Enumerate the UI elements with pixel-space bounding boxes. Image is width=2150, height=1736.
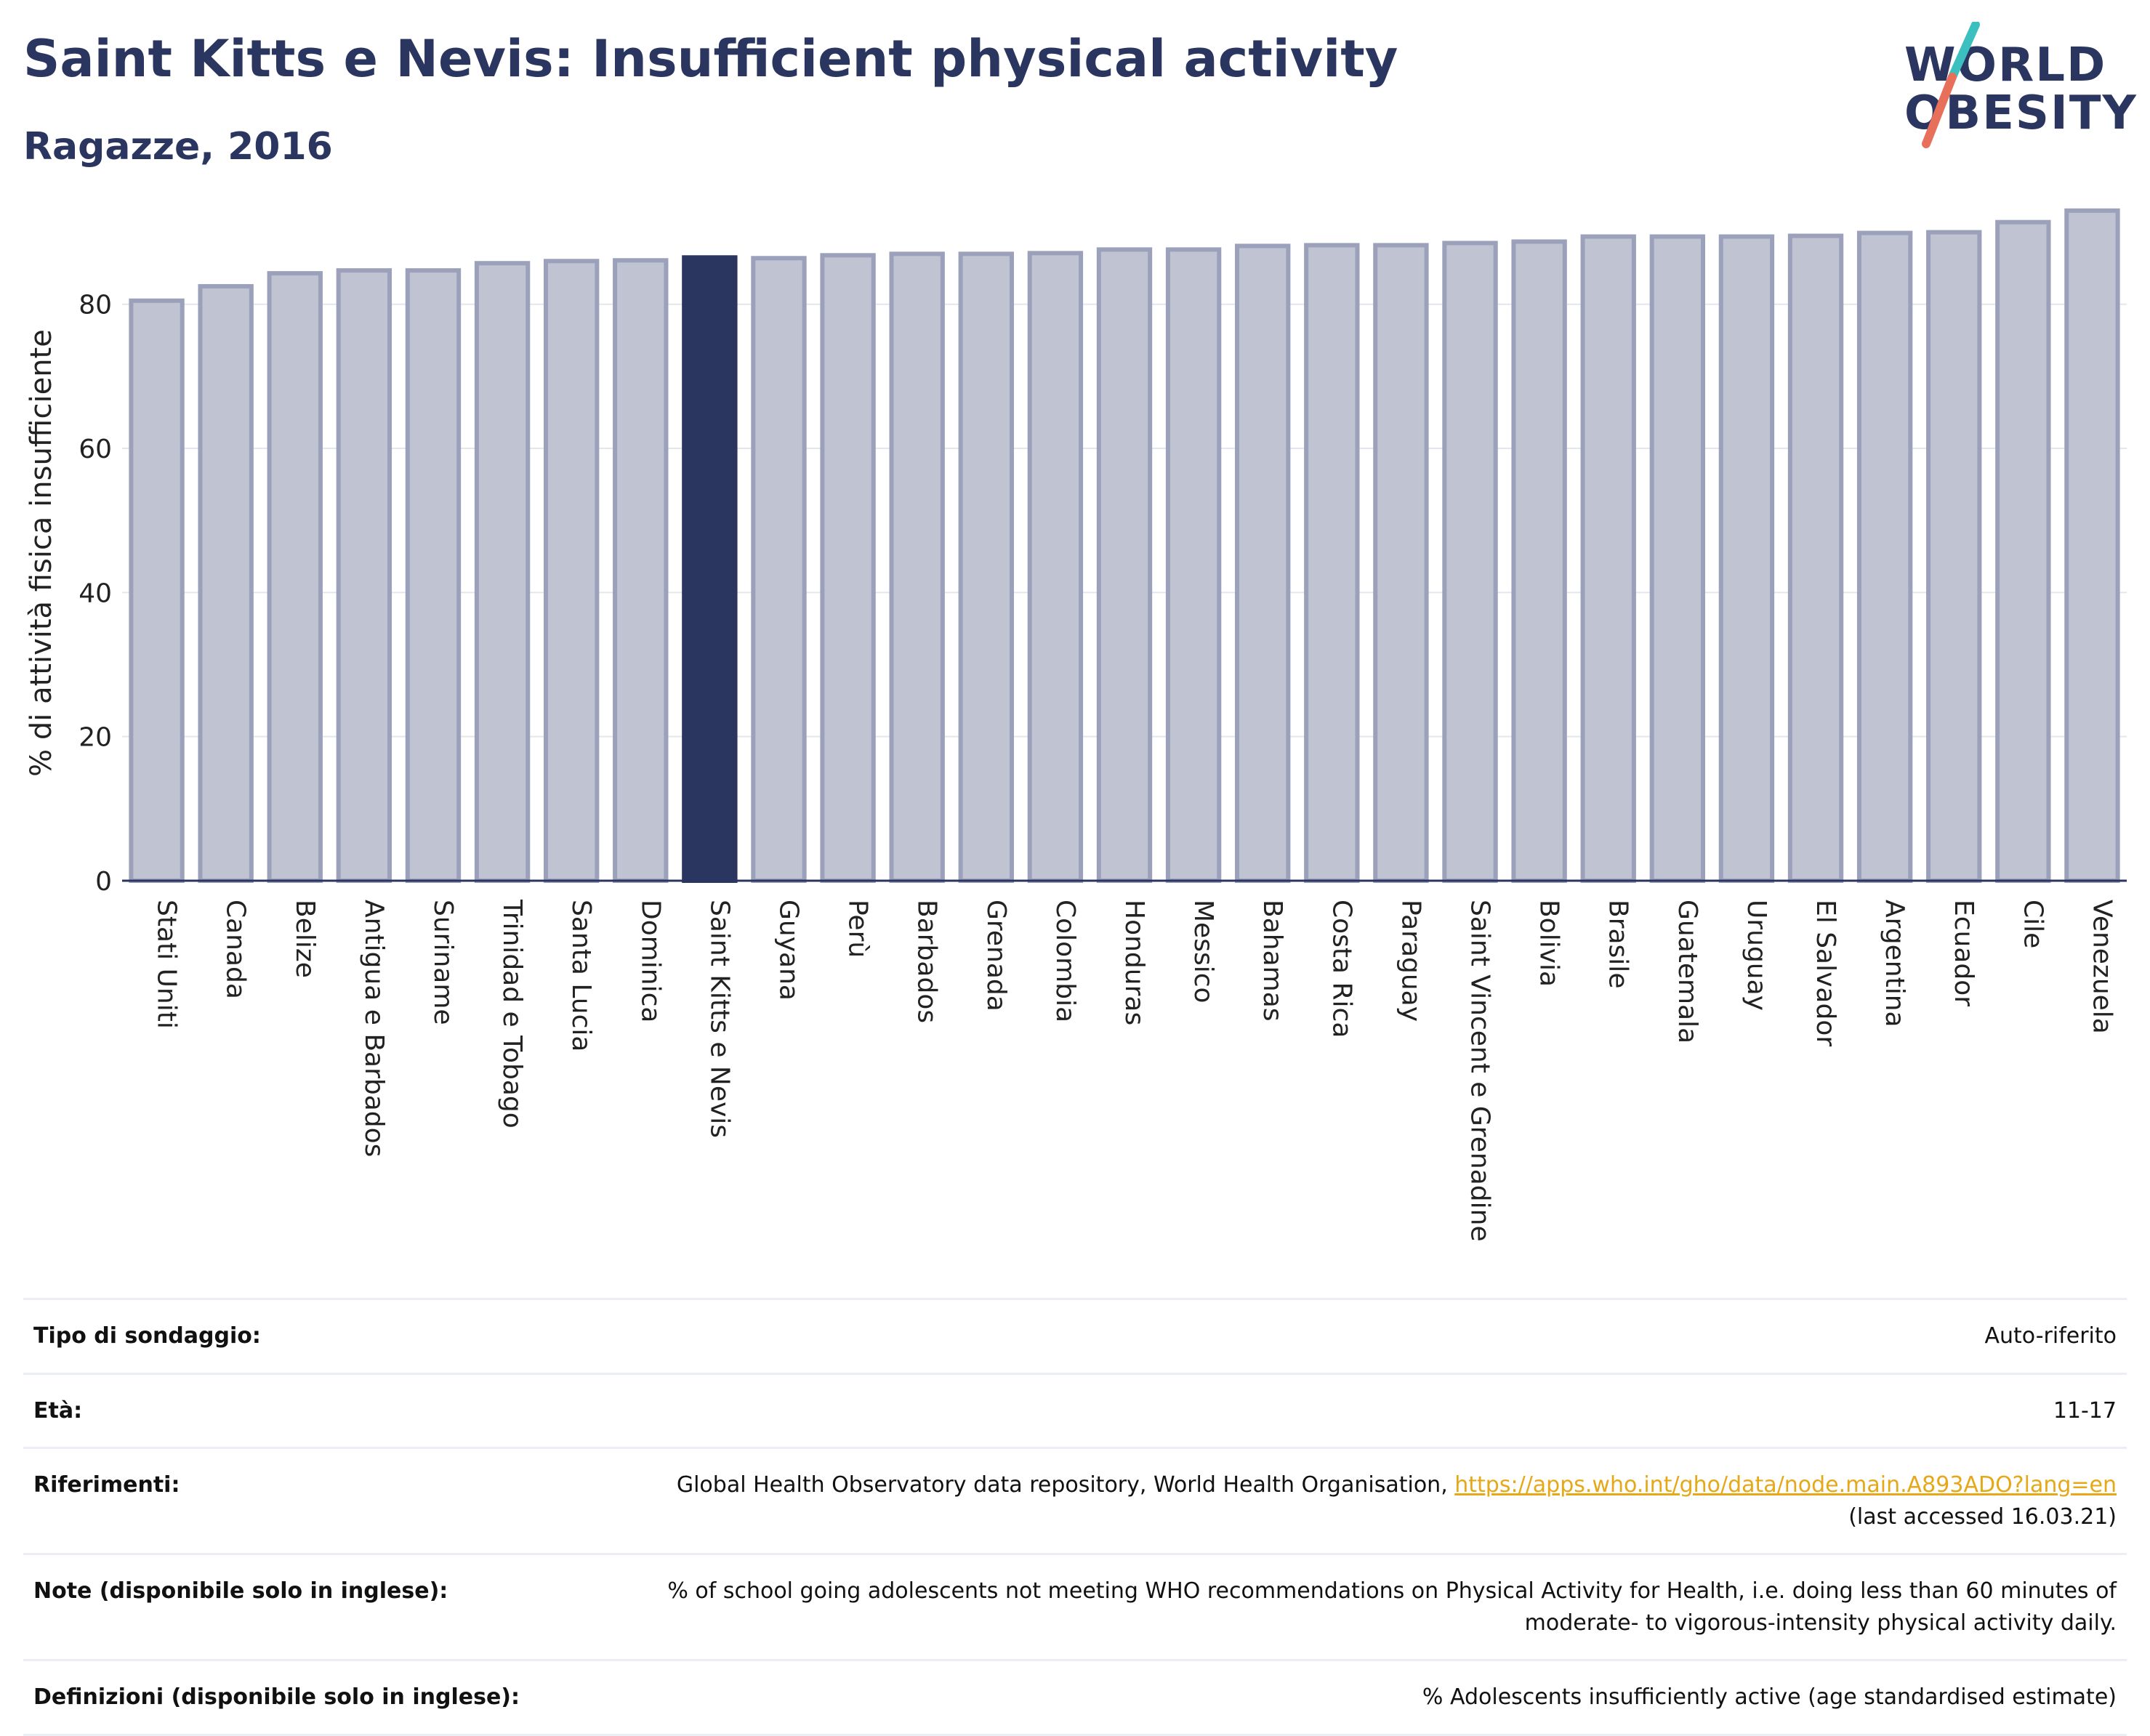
bar — [129, 298, 185, 884]
meta-row-survey: Tipo di sondaggio: Auto-riferito — [23, 1298, 2127, 1375]
bar — [1442, 241, 1498, 883]
meta-key: Tipo di sondaggio: — [23, 1298, 552, 1375]
world-obesity-logo: WORLD OBESITY — [1890, 22, 2137, 160]
meta-value: Auto-riferito — [552, 1298, 2127, 1375]
bar — [1096, 247, 1153, 883]
y-axis-ticks: 0 20 40 60 80 — [78, 291, 112, 897]
x-axis-ticks: Stati Uniti Canada Belize Antigua e Barbado… — [152, 899, 2117, 1242]
metadata-table: Tipo di sondaggio: Auto-riferito Età: 11… — [23, 1298, 2127, 1736]
bar — [1373, 243, 1429, 883]
meta-key: Età: — [23, 1372, 552, 1449]
x-tick-label: Argentina — [1880, 900, 1909, 1028]
meta-row-notes: Note (disponibile solo in inglese): % of… — [23, 1553, 2127, 1661]
x-tick-label: Costa Rica — [1326, 900, 1356, 1038]
meta-key: Riferimenti: — [23, 1447, 552, 1555]
x-tick-label: Ecuador — [1949, 900, 1978, 1006]
bar — [889, 251, 945, 884]
x-tick-label: Brasile — [1603, 900, 1633, 988]
bar — [543, 259, 600, 883]
bar — [336, 268, 392, 883]
bar — [820, 253, 876, 884]
y-tick-label: 40 — [78, 578, 112, 608]
y-tick-label: 80 — [78, 291, 112, 320]
y-tick-label: 0 — [95, 867, 112, 897]
chart-bars — [129, 208, 2120, 884]
bar — [751, 256, 807, 883]
chart-title: Saint Kitts e Nevis: Insufficient physic… — [23, 29, 1398, 89]
bar — [1926, 230, 1982, 884]
x-tick-label: Trinidad e Tobago — [497, 899, 527, 1129]
y-axis-label: % di attività fisica insufficiente — [25, 329, 58, 777]
bar — [405, 268, 462, 883]
meta-value: Global Health Observatory data repositor… — [552, 1447, 2127, 1555]
x-tick-label: Paraguay — [1396, 900, 1425, 1022]
bar — [1304, 243, 1360, 883]
x-tick-label: Stati Uniti — [152, 900, 182, 1029]
x-tick-label: Guyana — [773, 900, 803, 1001]
x-tick-label: Saint Kitts e Nevis — [704, 900, 734, 1138]
x-tick-label: Belize — [290, 900, 320, 978]
reference-accessed: (last accessed 16.03.21) — [1848, 1503, 2117, 1530]
x-tick-label: Grenada — [981, 900, 1011, 1012]
x-tick-label: Perù — [843, 900, 873, 958]
bar — [1995, 219, 2051, 883]
x-tick-label: Santa Lucia — [566, 900, 596, 1051]
logo-line1: WORLD — [1904, 39, 2107, 92]
bar — [1718, 234, 1775, 883]
bar — [267, 271, 323, 883]
meta-value: % Adolescents insufficiently active (age… — [552, 1659, 2127, 1736]
bar — [1511, 239, 1567, 883]
x-tick-label: Barbados — [912, 900, 942, 1023]
y-tick-label: 20 — [78, 723, 112, 753]
bar — [1165, 247, 1222, 883]
logo-slash-icon — [1922, 22, 1980, 148]
chart-subtitle: Ragazze, 2016 — [23, 125, 333, 169]
bar — [198, 283, 254, 883]
x-tick-label: Cile — [2018, 900, 2048, 948]
x-tick-label: Bahamas — [1257, 900, 1287, 1022]
reference-text: Global Health Observatory data repositor… — [676, 1472, 1455, 1498]
x-tick-label: Colombia — [1050, 900, 1080, 1022]
x-tick-label: Uruguay — [1742, 900, 1771, 1011]
x-tick-label: Honduras — [1119, 900, 1149, 1025]
bar — [1235, 243, 1291, 883]
meta-row-references: Riferimenti: Global Health Observatory d… — [23, 1447, 2127, 1555]
x-tick-label: Guatemala — [1672, 900, 1702, 1043]
bar — [682, 255, 738, 883]
x-tick-label: Dominica — [635, 900, 665, 1023]
bar — [1649, 234, 1706, 883]
bar — [613, 258, 669, 883]
bar — [1787, 233, 1844, 883]
meta-value: % of school going adolescents not meetin… — [552, 1553, 2127, 1661]
x-tick-label: Bolivia — [1534, 900, 1564, 987]
x-tick-label: Canada — [221, 900, 251, 999]
meta-row-definitions: Definizioni (disponibile solo in inglese… — [23, 1659, 2127, 1736]
x-tick-label: Venezuela — [2087, 900, 2117, 1034]
reference-link[interactable]: https://apps.who.int/gho/data/node.main.… — [1454, 1472, 2117, 1498]
bar — [1027, 251, 1084, 884]
bar-chart: 0 20 40 60 80 Stati Uniti Canada Belize Antigua… — [25, 208, 2127, 1242]
y-tick-label: 60 — [78, 435, 112, 464]
bar — [2064, 208, 2120, 883]
meta-value: 11-17 — [552, 1372, 2127, 1449]
x-tick-label: Suriname — [428, 900, 458, 1025]
bar — [474, 261, 531, 883]
x-tick-label: Messico — [1188, 900, 1218, 1004]
x-tick-label: El Salvador — [1811, 900, 1840, 1046]
bar — [1856, 230, 1913, 883]
x-tick-label: Antigua e Barbados — [359, 900, 389, 1157]
bar — [1580, 234, 1636, 883]
meta-key: Note (disponibile solo in inglese): — [23, 1553, 552, 1661]
x-tick-label: Saint Vincent e Grenadine — [1465, 900, 1495, 1242]
bar — [958, 251, 1014, 884]
meta-row-age: Età: 11-17 — [23, 1372, 2127, 1449]
meta-key: Definizioni (disponibile solo in inglese… — [23, 1659, 552, 1736]
